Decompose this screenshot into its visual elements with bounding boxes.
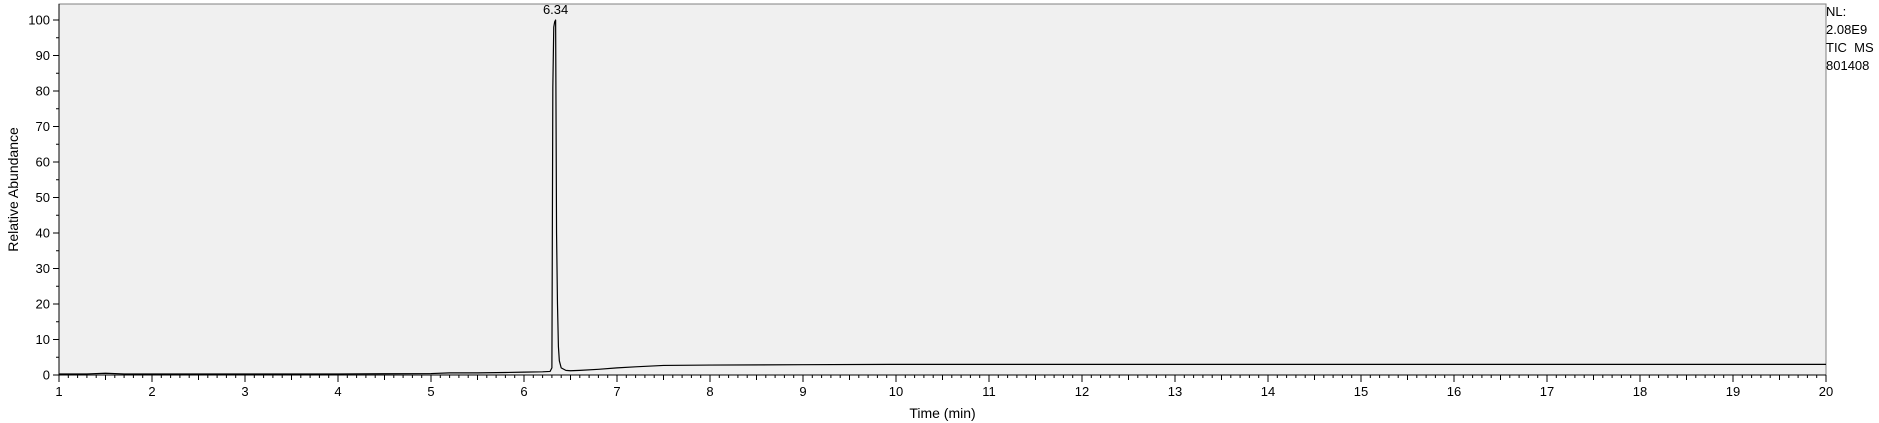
x-tick-label-9: 9 [799, 384, 806, 399]
x-tick-label-17: 17 [1540, 384, 1554, 399]
y-axis: 0 10 20 30 40 50 60 70 80 90 100 [28, 4, 60, 383]
y-tick-label-50: 50 [36, 190, 50, 205]
nl-value: 2.08E9 [1826, 22, 1868, 37]
x-tick-label-7: 7 [613, 384, 620, 399]
x-tick-label-8: 8 [706, 384, 713, 399]
nl-label: NL: [1826, 4, 1847, 19]
side-info-panel: NL: 2.08E9 TIC MS 801408 [1826, 3, 1874, 75]
x-axis-title: Time (min) [909, 405, 975, 421]
x-tick-label-5: 5 [427, 384, 434, 399]
x-tick-label-3: 3 [241, 384, 248, 399]
x-tick-label-19: 19 [1726, 384, 1740, 399]
x-tick-label-16: 16 [1447, 384, 1461, 399]
annotations-group: 6.34 [543, 2, 568, 17]
x-tick-label-6: 6 [520, 384, 527, 399]
y-tick-label-80: 80 [36, 84, 50, 99]
y-axis-title: Relative Abundance [5, 127, 21, 252]
y-tick-label-10: 10 [36, 332, 50, 347]
x-tick-label-12: 12 [1075, 384, 1089, 399]
x-tick-label-13: 13 [1168, 384, 1182, 399]
series-line-0 [59, 19, 1826, 375]
x-tick-label-4: 4 [334, 384, 341, 399]
y-tick-label-30: 30 [36, 261, 50, 276]
x-tick-label-15: 15 [1354, 384, 1368, 399]
x-tick-label-14: 14 [1261, 384, 1275, 399]
x-tick-label-20: 20 [1819, 384, 1833, 399]
y-tick-label-0: 0 [43, 368, 50, 383]
x-axis: 1 2 3 4 5 6 7 8 9 10 11 12 13 14 15 16 17 18 19 20 [55, 374, 1833, 399]
x-tick-label-11: 11 [982, 384, 996, 399]
y-tick-label-40: 40 [36, 226, 50, 241]
y-tick-label-100: 100 [28, 13, 50, 28]
peak-label-0: 6.34 [543, 2, 568, 17]
scan-filter: TIC MS [1826, 40, 1874, 55]
x-tick-label-10: 10 [889, 384, 903, 399]
x-tick-label-18: 18 [1633, 384, 1647, 399]
y-tick-label-90: 90 [36, 48, 50, 63]
file-id: 801408 [1826, 58, 1870, 73]
y-tick-label-60: 60 [36, 155, 50, 170]
x-tick-label-2: 2 [148, 384, 155, 399]
y-tick-label-20: 20 [36, 297, 50, 312]
plot-area [58, 3, 1827, 376]
y-tick-label-70: 70 [36, 119, 50, 134]
x-tick-label-1: 1 [55, 384, 62, 399]
series-group [59, 19, 1826, 375]
